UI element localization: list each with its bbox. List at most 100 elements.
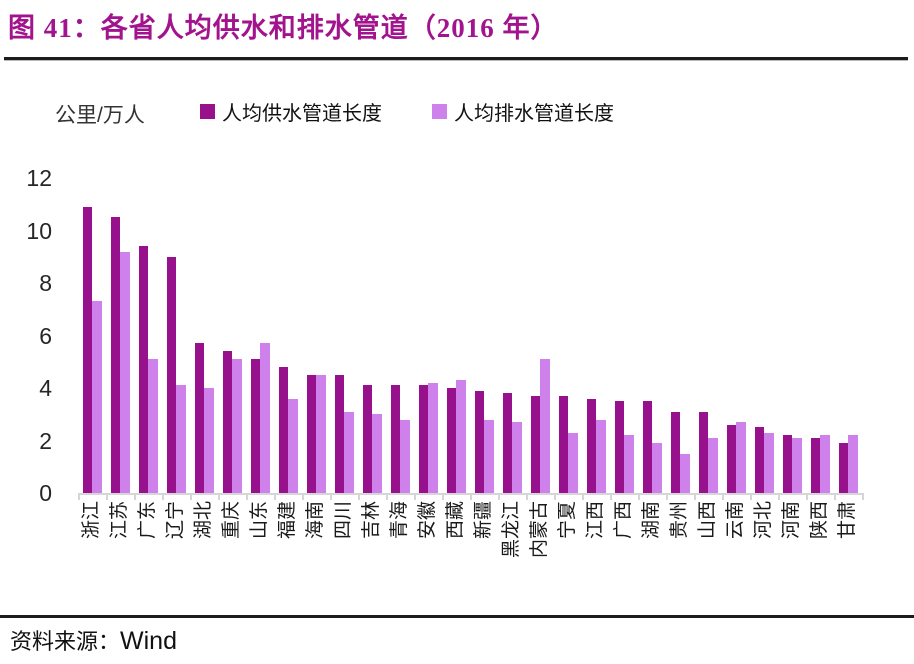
bar-supply-内蒙古 — [530, 395, 540, 493]
x-axis-label-广西: 广西 — [613, 501, 634, 540]
x-axis-tick-mark — [274, 493, 276, 500]
x-axis-label-湖南: 湖南 — [641, 501, 662, 540]
bar-supply-甘肃 — [838, 443, 848, 493]
x-axis-tick-mark — [218, 493, 220, 500]
x-axis-tick-mark — [862, 493, 864, 500]
bar-drainage-宁夏 — [568, 432, 578, 493]
bar-supply-青海 — [390, 385, 400, 493]
x-axis-label-湖北: 湖北 — [193, 501, 214, 540]
bar-supply-广东 — [138, 246, 148, 493]
bar-supply-湖北 — [194, 343, 204, 493]
x-axis-label-吉林: 吉林 — [361, 501, 382, 540]
x-axis-label-重庆: 重庆 — [221, 501, 242, 540]
x-axis-tick-mark — [694, 493, 696, 500]
x-axis-label-安徽: 安徽 — [417, 501, 438, 540]
x-axis-label-四川: 四川 — [333, 501, 354, 540]
x-axis-label-河北: 河北 — [753, 501, 774, 540]
x-axis-label-河南: 河南 — [781, 501, 802, 540]
bar-drainage-重庆 — [232, 359, 242, 493]
y-axis-tick-4: 4 — [39, 375, 52, 401]
bar-drainage-江苏 — [120, 251, 130, 493]
bar-supply-辽宁 — [166, 256, 176, 493]
bar-supply-四川 — [334, 374, 344, 493]
x-axis-label-黑龙江: 黑龙江 — [501, 501, 522, 559]
x-axis-tick-mark — [358, 493, 360, 500]
bar-drainage-山东 — [260, 343, 270, 493]
bar-supply-云南 — [726, 424, 736, 493]
bar-supply-山西 — [698, 411, 708, 493]
drainage-legend-swatch — [432, 104, 447, 119]
x-axis-tick-mark — [470, 493, 472, 500]
x-axis-label-新疆: 新疆 — [473, 501, 494, 540]
bar-supply-湖南 — [642, 401, 652, 493]
x-axis-label-贵州: 贵州 — [669, 501, 690, 540]
x-axis-label-海南: 海南 — [305, 501, 326, 540]
x-axis-tick-mark — [330, 493, 332, 500]
bar-drainage-甘肃 — [848, 435, 858, 493]
bar-supply-海南 — [306, 374, 316, 493]
bar-supply-福建 — [278, 367, 288, 493]
bar-supply-吉林 — [362, 385, 372, 493]
bar-supply-浙江 — [82, 206, 92, 493]
x-axis-tick-mark — [722, 493, 724, 500]
bar-drainage-陕西 — [820, 435, 830, 493]
x-axis-tick-mark — [414, 493, 416, 500]
legend-item-drainage: 人均排水管道长度 — [432, 97, 614, 126]
bar-drainage-安徽 — [428, 382, 438, 493]
legend-item-supply: 人均供水管道长度 — [200, 97, 382, 126]
x-axis-label-山西: 山西 — [697, 501, 718, 540]
bar-drainage-辽宁 — [176, 385, 186, 493]
bar-supply-山东 — [250, 359, 260, 493]
bar-supply-陕西 — [810, 437, 820, 493]
x-axis-tick-mark — [78, 493, 80, 500]
bar-drainage-浙江 — [92, 301, 102, 493]
bar-drainage-湖南 — [652, 443, 662, 493]
bar-drainage-新疆 — [484, 419, 494, 493]
x-axis-tick-mark — [386, 493, 388, 500]
x-axis-label-江西: 江西 — [585, 501, 606, 540]
x-axis-tick-mark — [750, 493, 752, 500]
x-axis-tick-mark — [778, 493, 780, 500]
bar-drainage-福建 — [288, 398, 298, 493]
bar-drainage-黑龙江 — [512, 422, 522, 493]
bar-supply-广西 — [614, 401, 624, 493]
chart-legend: 人均供水管道长度 人均排水管道长度 — [200, 97, 614, 126]
source-prefix: 资料来源： — [10, 629, 121, 654]
x-axis-label-辽宁: 辽宁 — [165, 501, 186, 540]
bar-drainage-广东 — [148, 359, 158, 493]
drainage-legend-label: 人均排水管道长度 — [454, 103, 614, 125]
y-axis-tick-10: 10 — [26, 217, 52, 244]
x-axis-tick-mark — [246, 493, 248, 500]
bar-supply-西藏 — [446, 388, 456, 493]
bar-drainage-河北 — [764, 432, 774, 493]
bar-drainage-西藏 — [456, 380, 466, 493]
supply-legend-label: 人均供水管道长度 — [222, 103, 382, 125]
bar-supply-贵州 — [670, 411, 680, 493]
x-axis-label-广东: 广东 — [137, 501, 158, 540]
x-axis-tick-mark — [666, 493, 668, 500]
x-axis-label-陕西: 陕西 — [809, 501, 830, 540]
x-axis-tick-mark — [582, 493, 584, 500]
y-axis-tick-12: 12 — [26, 165, 52, 191]
x-axis-label-福建: 福建 — [277, 501, 298, 540]
bar-supply-宁夏 — [558, 395, 568, 493]
x-axis-label-江苏: 江苏 — [109, 501, 130, 540]
bar-supply-重庆 — [222, 351, 232, 493]
y-axis-tick-0: 0 — [39, 480, 52, 506]
x-axis-tick-mark — [554, 493, 556, 500]
x-axis-tick-mark — [190, 493, 192, 500]
figure-title: 图 41：各省人均供水和排水管道（2016 年） — [8, 13, 559, 43]
source-divider — [0, 615, 914, 618]
x-axis-label-西藏: 西藏 — [445, 501, 466, 540]
source-name: Wind — [120, 627, 177, 655]
bar-supply-江苏 — [110, 217, 120, 493]
bar-supply-河北 — [754, 427, 764, 493]
x-axis-tick-mark — [106, 493, 108, 500]
bar-drainage-内蒙古 — [540, 359, 550, 493]
y-axis-tick-8: 8 — [39, 270, 52, 296]
x-axis-tick-mark — [834, 493, 836, 500]
bar-drainage-江西 — [596, 419, 606, 493]
bar-drainage-湖北 — [204, 388, 214, 493]
